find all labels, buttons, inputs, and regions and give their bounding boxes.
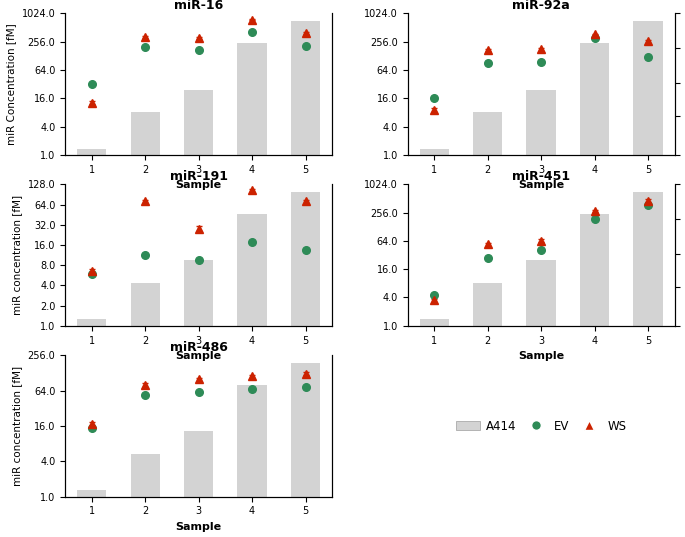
Title: miR-486: miR-486 xyxy=(170,341,227,354)
Bar xyxy=(131,454,160,537)
Bar xyxy=(184,260,213,537)
X-axis label: Sample: Sample xyxy=(518,180,564,190)
Y-axis label: miR Concentration [fM]: miR Concentration [fM] xyxy=(6,23,16,145)
Bar xyxy=(291,363,320,537)
Legend: A414, EV, WS: A414, EV, WS xyxy=(451,415,631,437)
Bar xyxy=(527,260,556,537)
Bar xyxy=(580,43,609,537)
Bar xyxy=(238,214,266,537)
Y-axis label: miR concentration [fM]: miR concentration [fM] xyxy=(12,366,22,486)
Y-axis label: miR concentration [fM]: miR concentration [fM] xyxy=(12,195,22,315)
Bar xyxy=(131,112,160,537)
Bar xyxy=(420,320,449,537)
Title: miR-16: miR-16 xyxy=(174,0,223,12)
Bar xyxy=(184,431,213,537)
Title: miR-92a: miR-92a xyxy=(512,0,570,12)
Bar xyxy=(527,90,556,537)
Bar xyxy=(77,320,106,537)
Bar xyxy=(77,490,106,537)
X-axis label: Sample: Sample xyxy=(175,522,222,532)
Bar xyxy=(634,21,662,537)
Bar xyxy=(634,192,662,537)
Bar xyxy=(580,214,609,537)
Title: miR-191: miR-191 xyxy=(170,170,227,183)
Bar xyxy=(291,21,320,537)
Bar xyxy=(184,90,213,537)
Bar xyxy=(473,112,502,537)
Bar xyxy=(420,149,449,537)
X-axis label: Sample: Sample xyxy=(175,351,222,361)
Bar xyxy=(238,386,266,537)
Title: miR-451: miR-451 xyxy=(512,170,570,183)
Bar xyxy=(473,283,502,537)
Bar xyxy=(77,149,106,537)
X-axis label: Sample: Sample xyxy=(518,351,564,361)
Bar xyxy=(291,192,320,537)
Bar xyxy=(238,43,266,537)
Bar xyxy=(131,283,160,537)
X-axis label: Sample: Sample xyxy=(175,180,222,190)
